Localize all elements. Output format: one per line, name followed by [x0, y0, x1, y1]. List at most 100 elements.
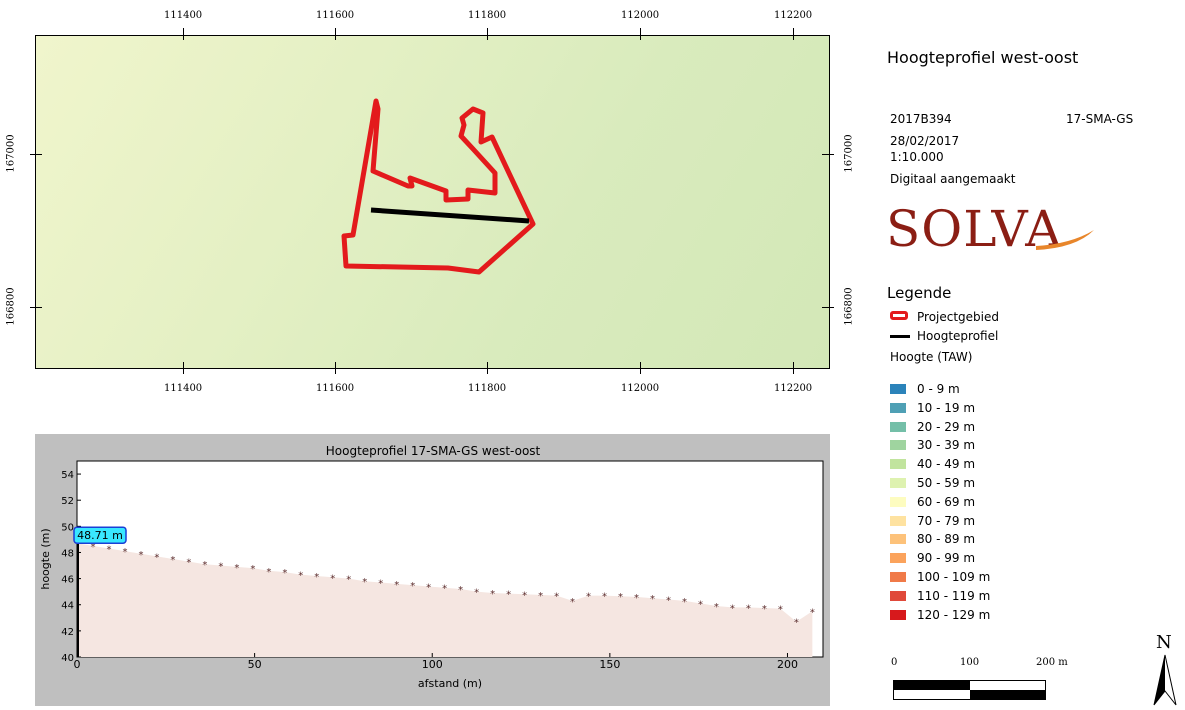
profile-marker: * — [650, 594, 655, 605]
profile-marker: * — [138, 550, 143, 561]
profile-marker: * — [298, 571, 303, 582]
top-tick-label: 112200 — [774, 10, 813, 21]
elevation-swatch — [890, 421, 906, 432]
bottom-tick-mark — [183, 362, 184, 374]
top-tick-label: 111600 — [316, 10, 355, 21]
profile-marker: * — [282, 568, 287, 579]
y-tick-label: 46 — [61, 575, 74, 586]
top-tick-mark — [183, 28, 184, 40]
profile-marker: * — [490, 589, 495, 600]
profile-marker: * — [666, 596, 671, 607]
legend-project-label: Projectgebied — [917, 310, 1000, 324]
profile-marker: * — [218, 562, 223, 573]
bottom-tick-mark — [640, 362, 641, 374]
profile-marker: * — [314, 572, 319, 583]
profile-marker: * — [554, 592, 559, 603]
elevation-swatch — [890, 515, 906, 526]
profile-marker: * — [346, 575, 351, 586]
profile-marker: * — [154, 552, 159, 563]
profile-line[interactable] — [370, 207, 530, 224]
profile-marker: * — [746, 603, 751, 614]
profile-area — [77, 543, 813, 657]
creation-note: Digitaal aangemaakt — [890, 172, 1016, 186]
profile-marker: * — [778, 605, 783, 616]
y-tick-label: 40 — [61, 653, 74, 664]
x-tick-label: 200 — [777, 658, 798, 671]
top-tick-label: 111400 — [164, 10, 203, 21]
elevation-swatch — [890, 402, 906, 413]
profile-marker: * — [202, 560, 207, 571]
profile-marker: * — [474, 588, 479, 599]
profile-marker: * — [522, 590, 527, 601]
map-canvas[interactable] — [35, 35, 830, 369]
profile-marker: * — [570, 597, 575, 608]
top-tick-mark — [793, 28, 794, 40]
profile-marker: * — [810, 607, 815, 618]
profile-marker: * — [410, 581, 415, 592]
logo-swoosh — [1036, 230, 1094, 250]
profile-marker: * — [186, 558, 191, 569]
left-tick-mark — [30, 307, 42, 308]
project-area-outline[interactable] — [341, 98, 536, 275]
y-tick-label: 48 — [61, 548, 74, 559]
elevation-swatch — [890, 609, 906, 620]
x-tick-label: 150 — [599, 658, 620, 671]
y-tick-label: 44 — [61, 601, 74, 612]
elevation-swatch — [890, 553, 906, 564]
profile-panel: Hoogteprofiel 17-SMA-GS west-oost * * * * * *… — [35, 434, 830, 706]
project-swatch — [890, 311, 908, 320]
profile-marker: * — [506, 590, 511, 601]
profile-marker: * — [538, 591, 543, 602]
profile-marker: * — [586, 592, 591, 603]
right-tick-mark — [822, 154, 834, 155]
y-tick-label: 54 — [61, 470, 74, 481]
scalebar-label-100: 100 — [960, 657, 980, 668]
profile-marker: * — [170, 555, 175, 566]
elevation-class-label: 80 - 89 m — [917, 532, 976, 547]
right-tick-label: 167000 — [843, 134, 855, 173]
profile-marker: * — [698, 599, 703, 610]
y-axis-label: hoogte (m) — [39, 528, 52, 589]
profile-marker: * — [714, 602, 719, 613]
elevation-swatch — [890, 534, 906, 545]
elevation-legend-title: Hoogte (TAW) — [890, 350, 973, 364]
x-axis-label: afstand (m) — [418, 677, 482, 690]
logo-text: SOLVA — [886, 200, 1063, 258]
map-scale: 1:10.000 — [890, 150, 944, 164]
legend-profile-label: Hoogteprofiel — [917, 329, 999, 343]
profile-marker: * — [794, 618, 799, 629]
elevation-class-label: 0 - 9 m — [917, 382, 960, 396]
x-tick-label: 100 — [422, 658, 443, 671]
top-tick-label: 112000 — [621, 10, 660, 21]
scalebar-label-200: 200 m — [1036, 657, 1068, 668]
elevation-swatch — [890, 440, 906, 451]
profile-chart: Hoogteprofiel 17-SMA-GS west-oost * * * * * *… — [39, 444, 824, 690]
bottom-tick-mark — [335, 362, 336, 374]
elevation-class-label: 60 - 69 m — [917, 494, 976, 509]
elevation-class-label: 20 - 29 m — [917, 419, 976, 434]
elevation-swatch — [890, 478, 906, 488]
bottom-tick-label: 112200 — [774, 383, 813, 394]
y-tick-label: 50 — [61, 522, 74, 533]
profile-marker: * — [682, 597, 687, 608]
site-code: 17-SMA-GS — [1066, 112, 1134, 126]
y-tick-label: 42 — [61, 627, 74, 638]
bottom-tick-mark — [487, 362, 488, 374]
profile-marker: * — [362, 577, 367, 588]
elevation-class-label: 70 - 79 m — [917, 513, 976, 528]
project-code: 2017B394 — [890, 112, 952, 126]
profile-marker: * — [730, 603, 735, 614]
profile-marker: * — [602, 592, 607, 603]
annotation-box — [73, 526, 127, 544]
map-date: 28/02/2017 — [890, 134, 960, 148]
profile-marker: * — [634, 593, 639, 604]
profile-marker: * — [394, 580, 399, 591]
profile-marker: * — [618, 592, 623, 603]
profile-marker: * — [266, 567, 271, 578]
bottom-tick-label: 111600 — [316, 383, 355, 394]
profile-marker: * — [442, 584, 447, 595]
profile-marker: * — [90, 542, 95, 553]
profile-marker: * — [330, 573, 335, 584]
y-tick-label: 52 — [61, 496, 74, 507]
bottom-tick-label: 112000 — [621, 383, 660, 394]
